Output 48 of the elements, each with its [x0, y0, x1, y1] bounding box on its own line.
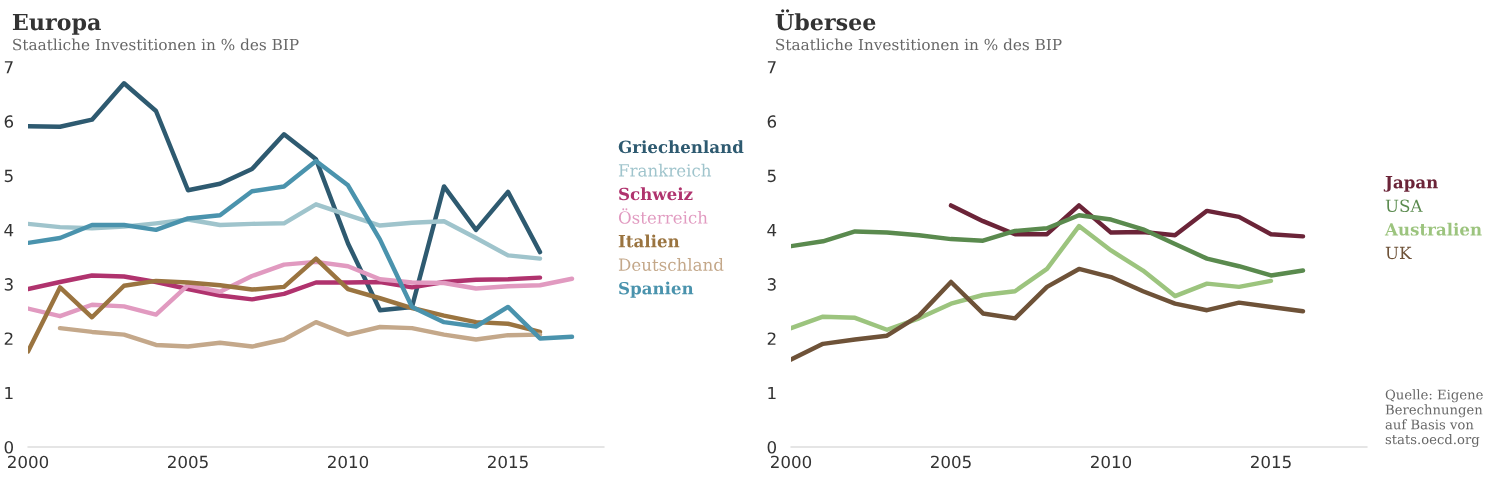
- chart-subtitle: Staatliche Investitionen in % des BIP: [13, 38, 299, 51]
- y-tick-label: 2: [4, 332, 13, 345]
- text: Spanien: [619, 281, 694, 298]
- y-tick-label: 3: [767, 278, 776, 291]
- chart-subtitle: Staatliche Investitionen in % des BIP: [776, 38, 1062, 51]
- line-series: [28, 256, 543, 354]
- text: Schweiz: [619, 187, 693, 201]
- y-tick-label: 5: [767, 169, 776, 183]
- source-note: Quelle: Eigene Berechnungen auf Basis von stats.oecd.org: [1385, 389, 1483, 447]
- text: Australien: [1384, 222, 1482, 236]
- y-tick-label: 0: [767, 440, 776, 454]
- y-tick-label: 4: [767, 224, 777, 237]
- chart-title: Übersee: [775, 9, 876, 31]
- y-tick-label: 0: [4, 440, 13, 454]
- x-tick-label: 2005: [168, 455, 208, 469]
- line-series: [791, 212, 1306, 278]
- text: Frankreich: [618, 163, 712, 177]
- y-tick-label: 2: [767, 332, 776, 345]
- x-tick-label: 2015: [488, 455, 528, 469]
- chart-title: Europa: [12, 13, 101, 35]
- y-tick-label: 6: [4, 115, 14, 128]
- text: Deutschland: [618, 258, 724, 271]
- text: USA: [1385, 199, 1423, 213]
- y-tick-label: 1: [5, 386, 13, 400]
- x-tick-label: 2010: [328, 455, 369, 469]
- text: Griechenland: [618, 140, 744, 154]
- x-tick-label: 2000: [771, 455, 812, 469]
- line-series: [28, 81, 543, 313]
- y-tick-label: 6: [767, 115, 777, 128]
- text: Italien: [618, 234, 680, 248]
- y-tick-label: 1: [768, 386, 776, 400]
- line-series: [791, 223, 1274, 332]
- line-series: [28, 259, 575, 319]
- y-tick-label: 5: [4, 169, 13, 183]
- y-tick-label: 7: [767, 61, 776, 74]
- y-tick-label: 3: [4, 278, 13, 291]
- text: Japan: [1383, 176, 1438, 192]
- y-tick-label: 4: [4, 224, 14, 237]
- line-series: [57, 319, 543, 349]
- line-series: [791, 266, 1306, 362]
- x-tick-label: 2000: [8, 455, 49, 469]
- text: Österreich: [618, 208, 708, 224]
- line-series: [28, 158, 575, 341]
- x-tick-label: 2010: [1091, 455, 1132, 469]
- y-tick-label: 7: [4, 61, 13, 74]
- x-tick-label: 2015: [1251, 455, 1291, 469]
- x-tick-label: 2005: [931, 455, 971, 469]
- text: UK: [1385, 246, 1412, 260]
